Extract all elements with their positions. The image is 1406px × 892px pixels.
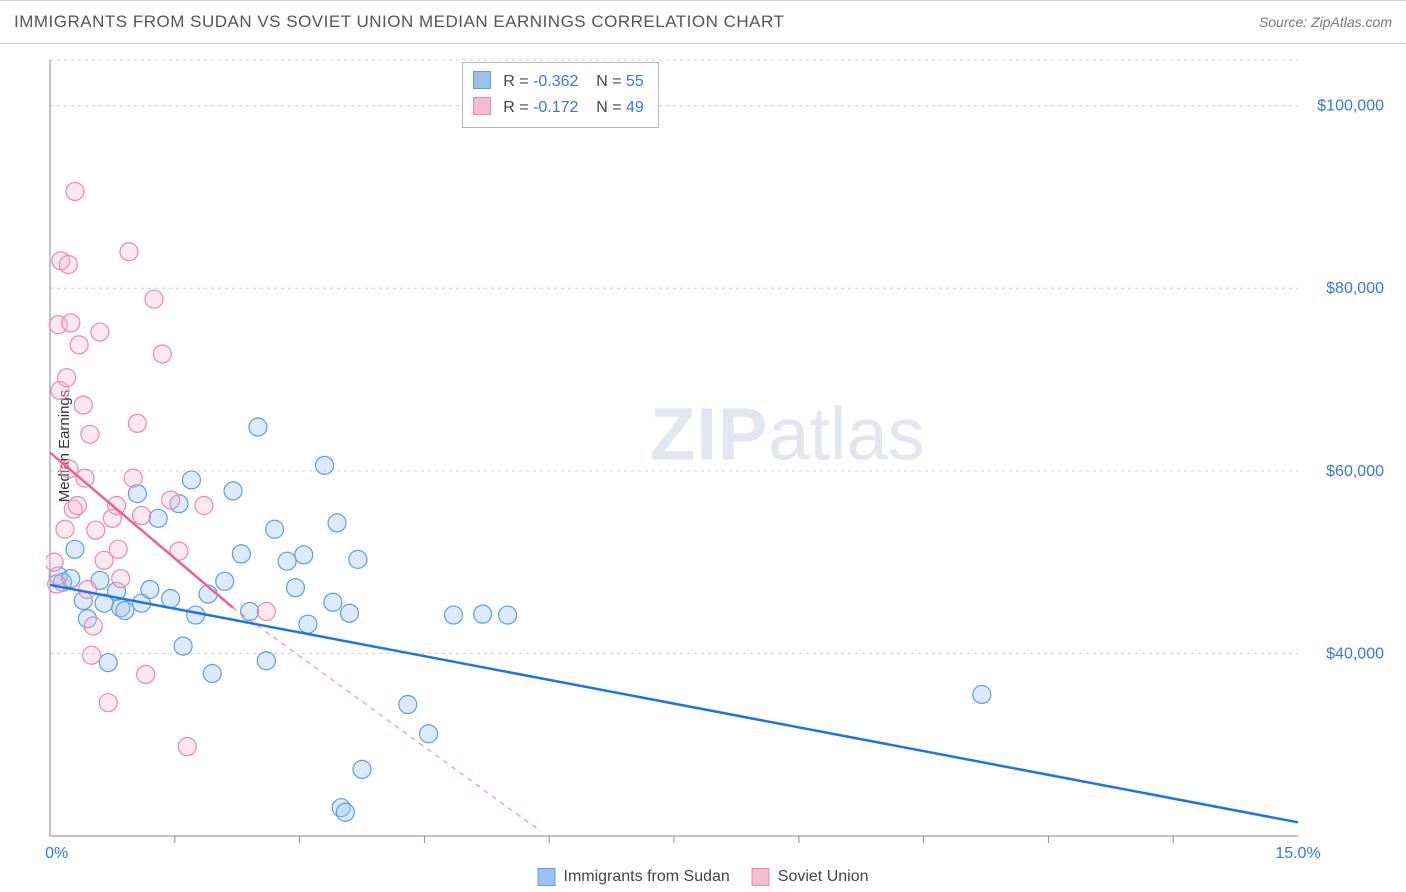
scatter-point-soviet xyxy=(109,540,127,558)
scatter-point-sudan xyxy=(257,652,275,670)
n-label: N = xyxy=(596,99,621,116)
scatter-point-sudan xyxy=(66,540,84,558)
scatter-point-sudan xyxy=(973,685,991,703)
scatter-point-soviet xyxy=(124,469,142,487)
n-value-soviet: 49 xyxy=(626,99,644,116)
scatter-point-sudan xyxy=(266,520,284,538)
scatter-point-sudan xyxy=(174,637,192,655)
scatter-point-sudan xyxy=(295,546,313,564)
legend-item-soviet: Soviet Union xyxy=(752,868,869,886)
y-tick-label: $80,000 xyxy=(1326,280,1384,297)
scatter-point-soviet xyxy=(78,581,96,599)
scatter-point-soviet xyxy=(68,497,86,515)
scatter-point-sudan xyxy=(399,696,417,714)
scatter-point-soviet xyxy=(56,520,74,538)
scatter-point-sudan xyxy=(336,803,354,821)
scatter-point-sudan xyxy=(353,760,371,778)
trend-line-dash-soviet xyxy=(233,608,541,832)
scatter-point-sudan xyxy=(216,572,234,590)
scatter-point-sudan xyxy=(341,604,359,622)
scatter-point-soviet xyxy=(133,507,151,525)
x-tick-label: 0.0% xyxy=(46,845,68,860)
source-link[interactable]: ZipAtlas.com xyxy=(1311,14,1392,30)
source-prefix: Source: xyxy=(1259,14,1311,30)
r-label: R = xyxy=(503,73,528,90)
scatter-point-soviet xyxy=(120,243,138,261)
scatter-point-soviet xyxy=(195,497,213,515)
scatter-point-soviet xyxy=(70,336,88,354)
correlation-legend-box: R = -0.362 N = 55 R = -0.172 N = 49 xyxy=(462,62,659,128)
scatter-point-sudan xyxy=(445,606,463,624)
scatter-point-soviet xyxy=(58,369,76,387)
y-tick-label: $60,000 xyxy=(1326,463,1384,480)
scatter-point-soviet xyxy=(84,617,102,635)
scatter-point-sudan xyxy=(299,615,317,633)
header-bar: IMMIGRANTS FROM SUDAN VS SOVIET UNION ME… xyxy=(0,0,1406,44)
scatter-point-sudan xyxy=(99,654,117,672)
n-value-sudan: 55 xyxy=(626,73,644,90)
stat-row-sudan: R = -0.362 N = 55 xyxy=(473,69,644,95)
scatter-point-sudan xyxy=(324,593,342,611)
chart-title: IMMIGRANTS FROM SUDAN VS SOVIET UNION ME… xyxy=(14,12,784,32)
chart-svg: $40,000 $60,000 $80,000 $100,000 0.0% 15.0% xyxy=(46,56,1394,860)
y-tick-label: $40,000 xyxy=(1326,645,1384,662)
scatter-point-sudan xyxy=(499,606,517,624)
scatter-point-soviet xyxy=(66,182,84,200)
scatter-point-sudan xyxy=(162,590,180,608)
scatter-point-soviet xyxy=(59,255,77,273)
swatch-soviet xyxy=(473,97,491,115)
scatter-point-sudan xyxy=(116,602,134,620)
scatter-point-soviet xyxy=(137,665,155,683)
scatter-point-soviet xyxy=(81,425,99,443)
stat-row-soviet: R = -0.172 N = 49 xyxy=(473,95,644,121)
legend-label-soviet: Soviet Union xyxy=(778,868,869,886)
scatter-point-soviet xyxy=(108,497,126,515)
scatter-point-soviet xyxy=(178,738,196,756)
source-credit: Source: ZipAtlas.com xyxy=(1259,14,1392,30)
x-tick-label: 15.0% xyxy=(1275,845,1320,860)
scatter-point-soviet xyxy=(74,396,92,414)
scatter-point-sudan xyxy=(474,605,492,623)
series-legend: Immigrants from Sudan Soviet Union xyxy=(538,868,869,886)
scatter-point-sudan xyxy=(182,471,200,489)
scatter-point-sudan xyxy=(249,418,267,436)
y-tick-label: $100,000 xyxy=(1317,98,1384,115)
scatter-point-sudan xyxy=(241,602,259,620)
swatch-sudan xyxy=(473,71,491,89)
scatter-point-soviet xyxy=(99,694,117,712)
legend-label-sudan: Immigrants from Sudan xyxy=(564,868,730,886)
legend-item-sudan: Immigrants from Sudan xyxy=(538,868,730,886)
r-label: R = xyxy=(503,99,528,116)
scatter-point-sudan xyxy=(286,579,304,597)
scatter-point-soviet xyxy=(145,290,163,308)
n-label: N = xyxy=(596,73,621,90)
scatter-point-soviet xyxy=(46,553,63,571)
legend-swatch-sudan xyxy=(538,868,556,886)
scatter-point-soviet xyxy=(162,491,180,509)
legend-swatch-soviet xyxy=(752,868,770,886)
trend-line-sudan xyxy=(50,585,1298,822)
scatter-point-soviet xyxy=(128,414,146,432)
scatter-point-sudan xyxy=(349,550,367,568)
scatter-point-sudan xyxy=(328,514,346,532)
scatter-point-sudan xyxy=(420,725,438,743)
scatter-point-soviet xyxy=(257,602,275,620)
plot-area: ZIPatlas $40,000$60,000$80,000$100,0000.… xyxy=(46,56,1394,860)
r-value-sudan: -0.362 xyxy=(533,73,578,90)
scatter-point-sudan xyxy=(141,581,159,599)
scatter-point-soviet xyxy=(62,314,80,332)
scatter-point-sudan xyxy=(232,545,250,563)
scatter-point-sudan xyxy=(224,482,242,500)
scatter-point-sudan xyxy=(278,552,296,570)
scatter-point-sudan xyxy=(316,456,334,474)
scatter-point-soviet xyxy=(153,345,171,363)
scatter-point-soviet xyxy=(87,521,105,539)
scatter-point-soviet xyxy=(112,570,130,588)
scatter-point-soviet xyxy=(83,646,101,664)
scatter-point-sudan xyxy=(203,664,221,682)
scatter-point-sudan xyxy=(149,509,167,527)
scatter-point-soviet xyxy=(91,323,109,341)
r-value-soviet: -0.172 xyxy=(533,99,578,116)
